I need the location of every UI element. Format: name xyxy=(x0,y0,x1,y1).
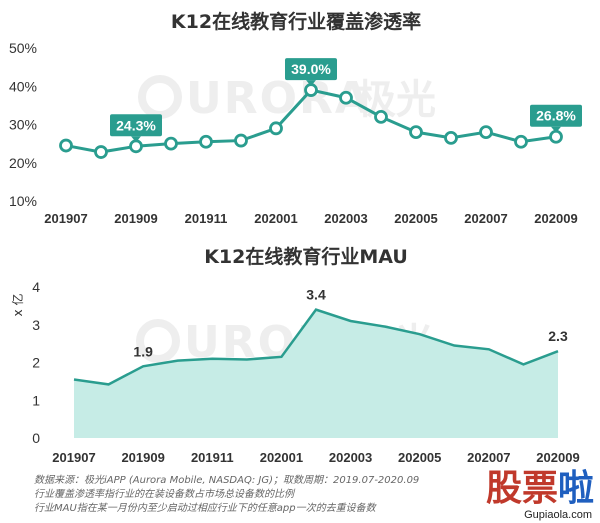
brand-name: 股票啦 xyxy=(486,468,594,509)
y-tick-label: 40% xyxy=(9,78,37,94)
footnote-penetration-def: 行业覆盖渗透率指行业的在装设备数占市场总设备数的比例 xyxy=(34,488,296,500)
data-point xyxy=(129,139,143,154)
data-point xyxy=(374,109,388,124)
data-label: 2.3 xyxy=(548,328,568,344)
y-tick-label: 3 xyxy=(32,317,40,333)
brand-url: Gupiaola.com xyxy=(524,509,592,521)
x-tick-label: 201909 xyxy=(121,450,164,465)
data-label-box xyxy=(110,114,162,137)
mau-plot: 1.9 3.4 2.3 xyxy=(73,287,568,438)
x-tick-label: 202007 xyxy=(464,211,507,226)
penetration-watermark: URORA 极光 xyxy=(138,73,436,124)
data-label-pointer xyxy=(131,136,141,143)
data-point xyxy=(94,145,108,159)
x-tick-label: 202003 xyxy=(329,450,372,465)
data-point xyxy=(339,90,353,105)
data-point xyxy=(409,125,423,140)
penetration-y-axis: 10% 20% 30% 40% 50% xyxy=(9,40,37,209)
y-tick-label: 4 xyxy=(32,279,40,295)
data-label-box xyxy=(285,58,337,81)
footnote-mau-def: 行业MAU指在某一月份内至少启动过相应行业下的任意app一次的去重设备数 xyxy=(34,502,378,514)
data-label: 26.8% xyxy=(536,108,576,124)
mau-area-fill xyxy=(74,309,558,438)
x-tick-label: 202003 xyxy=(324,211,367,226)
data-point xyxy=(444,130,458,145)
x-tick-label: 201907 xyxy=(52,450,95,465)
penetration-chart-title: K12在线教育行业覆盖渗透率 xyxy=(171,10,421,33)
aurora-logo-icon xyxy=(138,75,182,119)
x-tick-label: 201911 xyxy=(185,211,228,226)
x-tick-label: 201909 xyxy=(114,211,157,226)
y-tick-label: 10% xyxy=(9,193,37,209)
mau-y-axis: 0 1 2 3 4 xyxy=(32,279,40,446)
brand-logo: 股票啦 Gupiaola.com xyxy=(486,468,594,521)
x-tick-label: 202001 xyxy=(260,450,303,465)
y-tick-label: 0 xyxy=(32,430,40,446)
data-label-box xyxy=(530,104,582,127)
y-tick-label: 30% xyxy=(9,117,37,133)
data-label-pointer xyxy=(551,126,561,133)
mau-y-axis-label: x 亿 xyxy=(10,294,25,317)
y-tick-label: 20% xyxy=(9,155,37,171)
data-label: 3.4 xyxy=(306,287,326,303)
mau-x-axis: 201907 201909 201911 202001 202003 202005 2020… xyxy=(52,450,579,465)
data-point xyxy=(549,129,563,144)
brand-char: 啦 xyxy=(558,468,594,509)
y-tick-label: 1 xyxy=(32,392,40,408)
mau-series-line xyxy=(73,308,559,386)
brand-char: 股 xyxy=(486,468,522,509)
aurora-logo-icon xyxy=(136,319,180,363)
mau-chart: K12在线教育行业MAU x 亿 URORA 极光 1.93.42.3 0123… xyxy=(10,245,580,465)
data-point xyxy=(164,136,178,151)
data-label-pointer xyxy=(306,80,316,87)
data-label: 39.0% xyxy=(291,61,331,77)
data-point xyxy=(269,121,283,136)
mau-chart-title: K12在线教育行业MAU xyxy=(204,245,408,268)
footnote: 数据来源：极光iAPP (Aurora Mobile, NASDAQ: JG)；… xyxy=(34,474,419,514)
x-tick-label: 202009 xyxy=(534,211,577,226)
data-point xyxy=(234,133,248,148)
footnote-source: 数据来源：极光iAPP (Aurora Mobile, NASDAQ: JG)；… xyxy=(34,474,419,486)
penetration-plot: 24.3% 39.0% 26.8% xyxy=(59,58,582,159)
x-tick-label: 202005 xyxy=(394,211,437,226)
x-tick-label: 202007 xyxy=(467,450,510,465)
penetration-x-axis: 201907 201909 201911 202001 202003 202005 2020… xyxy=(44,211,577,226)
x-tick-label: 201907 xyxy=(44,211,87,226)
x-tick-label: 202009 xyxy=(536,450,579,465)
x-tick-label: 202001 xyxy=(254,211,297,226)
data-label: 1.9 xyxy=(133,343,153,359)
watermark-cn-text: 极光 xyxy=(356,77,436,123)
data-point xyxy=(304,83,318,97)
data-point xyxy=(479,125,493,140)
data-label: 24.3% xyxy=(116,117,156,133)
y-tick-label: 50% xyxy=(9,40,37,56)
penetration-chart: K12在线教育行业覆盖渗透率 URORA 极光 10%20%30%40%50% … xyxy=(9,10,582,226)
x-tick-label: 202005 xyxy=(398,450,441,465)
watermark-text: URORA xyxy=(186,73,371,124)
data-point xyxy=(199,134,213,149)
brand-char: 票 xyxy=(522,468,558,509)
x-tick-label: 201911 xyxy=(191,450,234,465)
y-tick-label: 2 xyxy=(32,355,40,371)
data-point xyxy=(59,138,73,153)
data-point xyxy=(514,134,528,149)
